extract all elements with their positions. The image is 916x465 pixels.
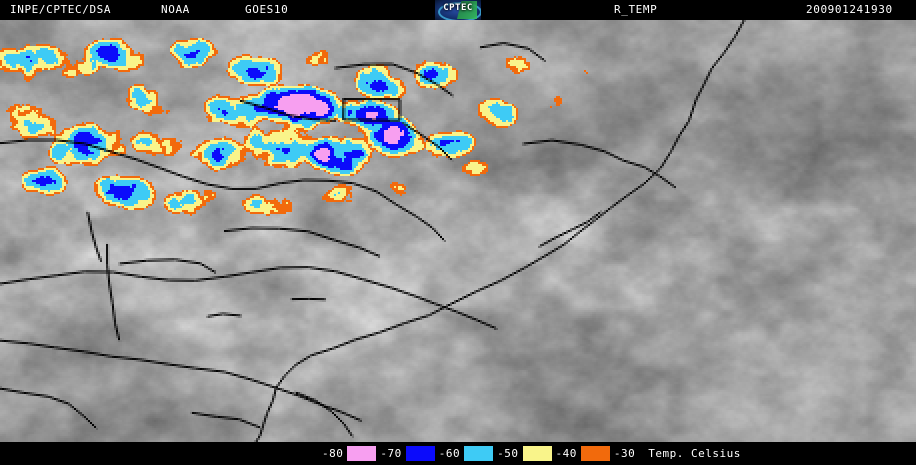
cptec-logo: CPTEC [435, 0, 481, 20]
logo-ring [438, 2, 481, 20]
swatch-blue [405, 446, 435, 461]
swatch-pink [347, 446, 377, 461]
logo-green-block [457, 1, 477, 19]
legend-bar: -80 -70 -60 -50 -40 -30 Temp. Celsius [0, 442, 916, 465]
legend-tick-5: -30 [609, 446, 640, 461]
swatch-yellow [522, 446, 552, 461]
legend-tick-3: -50 [493, 446, 523, 461]
legend-tick-0: -80 [318, 446, 348, 461]
legend-tick-2: -60 [434, 446, 465, 461]
legend-units-label: Temp. Celsius [648, 447, 741, 460]
product-label: R_TEMP [614, 3, 658, 16]
satellite-label: GOES10 [245, 3, 289, 16]
logo-text: CPTEC [443, 3, 473, 13]
institution-label: INPE/CPTEC/DSA [10, 3, 112, 16]
agency-label: NOAA [161, 3, 190, 16]
ir-cloud-imagery [0, 20, 916, 442]
timestamp-label: 200901241930 [806, 3, 893, 16]
swatch-cyan [464, 446, 494, 461]
color-scale: -80 -70 -60 -50 -40 -30 Temp. Celsius [318, 446, 741, 461]
legend-tick-4: -40 [551, 446, 581, 461]
swatch-orange [580, 446, 610, 461]
legend-tick-1: -70 [376, 446, 406, 461]
satellite-image-canvas [0, 20, 916, 442]
header-bar: INPE/CPTEC/DSA NOAA GOES10 CPTEC R_TEMP … [0, 0, 916, 20]
